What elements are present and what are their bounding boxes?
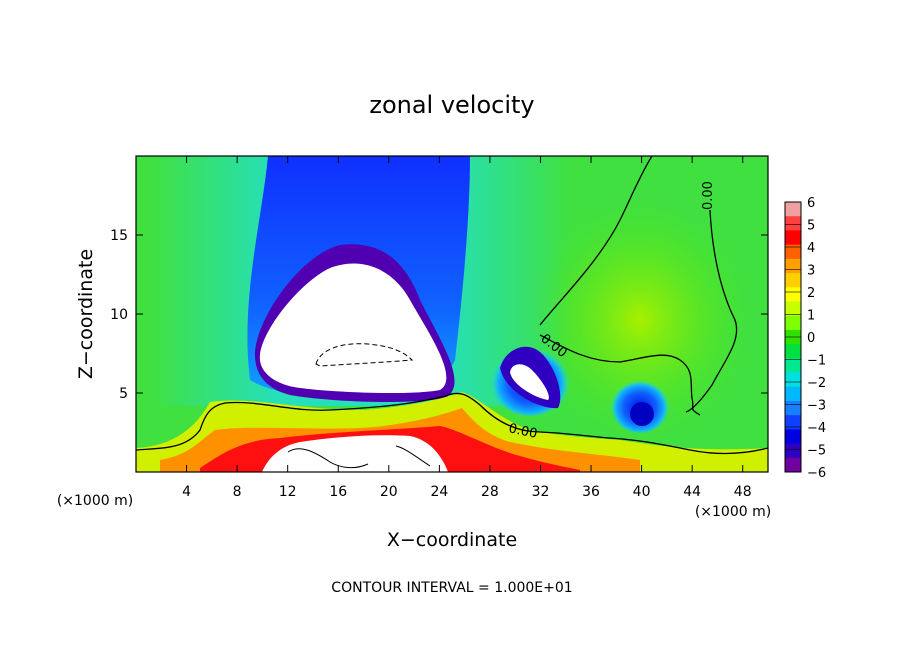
positive-lobe (530, 200, 750, 440)
y-tick-label: 10 (110, 307, 128, 323)
y-tick-label: 15 (110, 228, 128, 244)
colorbar-tick-label: 2 (807, 286, 815, 301)
y-axis-label: Z−coordinate (75, 249, 97, 379)
x-tick-label: 4 (182, 484, 191, 500)
white-core (259, 263, 447, 394)
x-tick-label: 24 (430, 484, 448, 500)
colorbar-tick-label: −1 (807, 354, 826, 369)
colorbar-tick-label: −6 (807, 466, 826, 481)
zero-contour-east (685, 209, 738, 413)
contour-label: 0.00 (701, 181, 716, 210)
colorbar-swatch (785, 273, 801, 288)
colorbar-swatch (785, 287, 801, 302)
x-tick-label: 16 (329, 484, 347, 500)
colorbar-swatch (785, 415, 801, 430)
colorbar-tick-label: 6 (807, 196, 815, 211)
x-tick-label: 20 (380, 484, 398, 500)
chart-title: zonal velocity (369, 91, 534, 119)
colorbar-swatch (785, 429, 801, 445)
colorbar-swatch (785, 230, 801, 246)
colorbar-swatch (785, 315, 801, 331)
colorbar-swatch (785, 386, 801, 402)
colorbar-swatch (785, 443, 801, 459)
zero-contour-ne (539, 156, 653, 326)
colorbar-swatch (785, 216, 801, 231)
colorbar-swatch (785, 258, 801, 274)
x-axis-label: X−coordinate (387, 529, 517, 551)
colorbar-tick-label: 3 (807, 264, 815, 279)
plot-area (136, 156, 768, 472)
contour-label: 0.00 (507, 421, 538, 442)
colorbar-swatch (785, 400, 801, 416)
surface-white (262, 435, 448, 472)
colorbar-swatch (785, 358, 801, 374)
colorbar-tick-label: 4 (807, 241, 815, 256)
x-tick-label: 44 (683, 484, 701, 500)
blue-blob-core (630, 402, 654, 426)
x-tick-label: 32 (532, 484, 550, 500)
x-tick-label: 12 (279, 484, 297, 500)
x-tick-label: 28 (481, 484, 499, 500)
y-axis: 5 10 15 (110, 228, 768, 402)
colorbar-swatch (785, 457, 801, 473)
x-axis: 4 8 12 16 20 24 28 32 36 40 44 48 (182, 156, 752, 500)
x-tick-label: 40 (633, 484, 651, 500)
x-axis-units-right: (×1000 m) (695, 504, 771, 520)
colorbar-swatch (785, 244, 801, 260)
colorbar-tick-label: −4 (807, 421, 826, 436)
colorbar-tick-label: −5 (807, 444, 826, 459)
colorbar-tick-label: 0 (807, 331, 815, 346)
colorbar-tick-label: −2 (807, 376, 826, 391)
colorbar-tick-label: 1 (807, 309, 815, 324)
x-tick-label: 48 (734, 484, 752, 500)
x-tick-label: 36 (582, 484, 600, 500)
colorbar-swatch (785, 344, 801, 359)
colorbar: 6 5 4 3 2 1 0 −1 −2 −3 −4 −5 −6 (784, 196, 826, 481)
y-tick-label: 5 (119, 386, 128, 402)
x-tick-label: 8 (233, 484, 242, 500)
surface-thin-contour (287, 445, 431, 469)
colorbar-tick-label: 5 (807, 219, 815, 234)
colorbar-swatch (785, 301, 801, 317)
dashed-contour (315, 343, 414, 367)
zero-contour-surface (136, 392, 768, 455)
colorbar-tick-label: −3 (807, 399, 826, 414)
colorbar-swatch (785, 202, 801, 217)
contour-interval-note: CONTOUR INTERVAL = 1.000E+01 (331, 580, 572, 596)
zero-contour-mid (539, 334, 701, 416)
white-blob (510, 364, 549, 400)
x-axis-units-left: (×1000 m) (57, 493, 133, 509)
colorbar-swatch (785, 372, 801, 388)
